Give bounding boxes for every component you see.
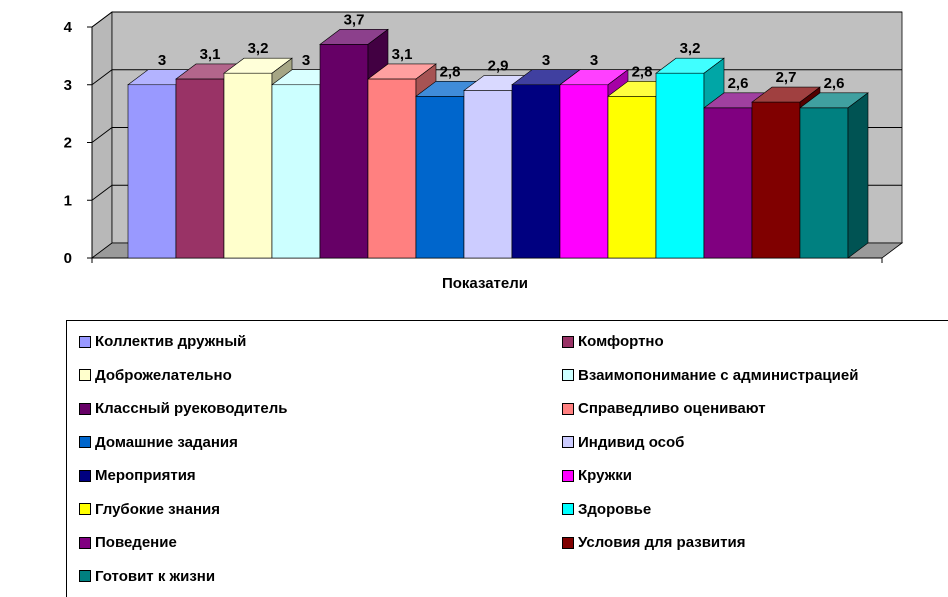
gridlines — [91, 11, 902, 201]
bars — [127, 28, 869, 259]
data-label: 2,8 — [632, 63, 653, 80]
bar-front — [367, 78, 417, 259]
legend-item: Доброжелательно — [79, 367, 232, 384]
legend-swatch — [79, 469, 91, 482]
bar-front — [559, 84, 609, 259]
data-label: 3,2 — [680, 40, 701, 57]
data-label: 3 — [590, 52, 598, 69]
legend-item: Глубокие знания — [79, 501, 220, 518]
bar-front — [607, 96, 657, 259]
legend-label: Готовит к жизни — [95, 567, 216, 585]
legend-label: Классный рyеководитель — [95, 400, 288, 417]
legend: Коллектив дружный Комфортно Доброжелательн… — [66, 320, 948, 597]
legend-label: Доброжелательно — [95, 366, 232, 384]
data-label: 2,8 — [440, 63, 461, 80]
legend-swatch — [79, 402, 91, 415]
legend-label: Условия для развития — [578, 534, 746, 551]
bar-front — [415, 96, 465, 259]
legend-item: Комфортно — [562, 333, 664, 350]
data-label: 3 — [542, 52, 550, 69]
y-tick-label: 3 — [64, 77, 72, 94]
legend-item: Мероприятия — [79, 467, 196, 484]
legend-item: Кружки — [562, 467, 632, 484]
legend-label: Мероприятия — [95, 467, 196, 484]
legend-item: Условия для развития — [562, 534, 745, 551]
bar-front — [271, 84, 321, 259]
bar-front — [751, 101, 801, 259]
bar — [799, 92, 869, 259]
bar-side — [847, 92, 869, 259]
bar-front — [463, 90, 513, 259]
legend-item: Здоровье — [562, 501, 651, 518]
data-label: 2,9 — [488, 58, 509, 75]
data-label: 2,7 — [776, 69, 797, 86]
legend-swatch — [79, 536, 91, 549]
data-label: 2,6 — [728, 75, 749, 92]
gridline — [91, 11, 902, 28]
data-label: 2,6 — [824, 75, 845, 92]
legend-swatch — [562, 436, 574, 448]
legend-swatch — [79, 369, 91, 381]
legend-label: Взаимопонимание с администрацией — [578, 366, 859, 384]
bar-front — [319, 44, 369, 259]
data-label: 3,7 — [344, 11, 365, 28]
bar-front — [703, 107, 753, 259]
legend-swatch — [79, 436, 91, 448]
legend-item: Поведение — [79, 534, 177, 551]
legend-item: Взаимопонимание с администрацией — [562, 367, 858, 384]
legend-item: Индивид особ — [562, 434, 684, 451]
bar-front — [655, 72, 705, 259]
legend-swatch — [79, 335, 91, 348]
data-label: 3,1 — [392, 46, 413, 63]
bar-chart: 0 1 2 3 4 3 3,1 3,2 3 3,7 3,1 2,8 2,9 3 3 2,8 3,2 2,6 2,7… — [64, 11, 904, 292]
legend-swatch — [562, 503, 574, 515]
bar-front — [799, 107, 849, 259]
bar-front — [511, 84, 561, 259]
legend-label: Кружки — [578, 467, 633, 484]
bar-front — [127, 84, 177, 259]
y-tick-label: 2 — [64, 135, 72, 152]
data-labels: 3 3,1 3,2 3 3,7 3,1 2,8 2,9 3 3 2,8 3,2 2,6 2,7 2,6 — [158, 11, 845, 92]
data-label: 3 — [302, 52, 310, 69]
legend-item: Классный рyеководитель — [79, 400, 287, 417]
legend-label: Домашние задания — [95, 433, 238, 451]
legend-label: Здоровье — [578, 500, 652, 518]
legend-swatch — [79, 503, 91, 515]
data-label: 3,1 — [200, 46, 221, 63]
legend-label: Индивид особ — [578, 433, 685, 451]
data-label: 3 — [158, 52, 166, 69]
legend-label: Поведение — [95, 534, 177, 551]
gridline — [91, 69, 902, 86]
bar-front — [223, 72, 273, 259]
legend-swatch — [562, 369, 574, 381]
legend-swatch — [562, 335, 574, 348]
y-tick-label: 1 — [64, 192, 72, 209]
legend-label: Глубокие знания — [95, 500, 220, 518]
legend-swatch — [562, 402, 574, 415]
data-label: 3,2 — [248, 40, 269, 57]
legend-item: Домашние задания — [79, 434, 238, 451]
y-tick-label: 4 — [64, 19, 73, 36]
legend-label: Комфортно — [578, 333, 664, 350]
legend-swatch — [562, 469, 574, 482]
legend-label: Коллектив дружный — [95, 333, 247, 350]
legend-item: Коллектив дружный — [79, 333, 246, 350]
y-tick-label: 0 — [64, 250, 72, 267]
legend-label: Справедливо оценивают — [578, 400, 766, 417]
y-tick-labels: 0 1 2 3 4 — [64, 19, 73, 267]
legend-swatch — [79, 570, 91, 582]
x-axis-label: Показатели — [442, 275, 528, 292]
legend-swatch — [562, 536, 574, 549]
legend-item: Справедливо оценивают — [562, 400, 766, 417]
legend-item: Готовит к жизни — [79, 568, 215, 585]
bar-front — [175, 78, 225, 259]
